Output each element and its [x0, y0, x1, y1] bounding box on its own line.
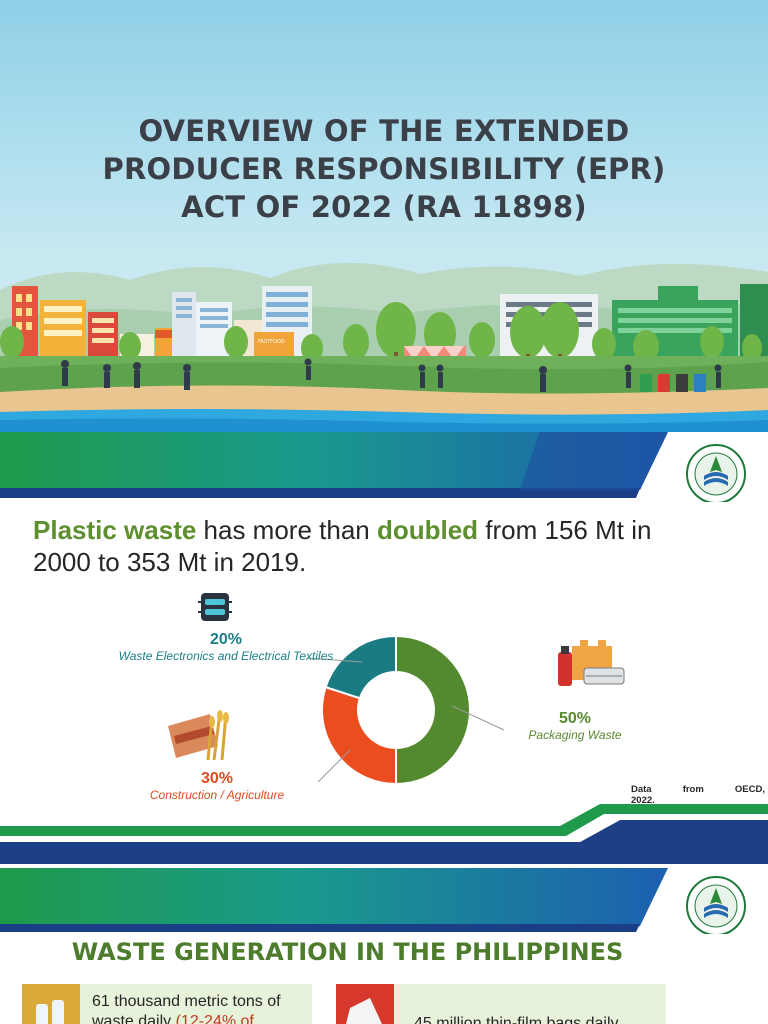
- title-line-2: PRODUCER RESPONSIBILITY (EPR): [102, 152, 666, 186]
- banner-graphic: [0, 432, 768, 502]
- waste-generation-title: WASTE GENERATION IN THE PHILIPPINES: [71, 938, 624, 966]
- title-line-3: ACT OF 2022 (RA 11898): [181, 190, 587, 224]
- headline-doubled: doubled: [376, 515, 479, 545]
- cement-wheat-icon: [168, 710, 229, 761]
- plastic-bag-icon: [336, 984, 394, 1024]
- bottles-icon: [22, 984, 80, 1024]
- headline-text-2: from 156 Mt in 2000 to 353 Mt in 2019.: [33, 515, 652, 577]
- packaging-percent: 50%: [558, 710, 592, 727]
- denr-seal-logo: [686, 444, 746, 502]
- packaging-label: Packaging Waste: [528, 728, 622, 742]
- film-bags-text: 45 million thin-film bags daily: [414, 1015, 619, 1024]
- slide-header-banner: [0, 432, 768, 502]
- construction-label: Construction / Agriculture: [149, 788, 285, 802]
- daily-waste-text: 61 thousand metric tons of waste daily (…: [92, 992, 281, 1024]
- fastfood-sign: FASTFOOD: [258, 339, 285, 345]
- waste-share-donut-chart: [307, 634, 505, 786]
- data-source-note: Data from OECD, 2022.: [631, 784, 765, 806]
- leader-line-packaging: [451, 705, 505, 731]
- title-slide: OVERVIEW OF THE EXTENDED PRODUCER RESPON…: [0, 0, 768, 432]
- donut-slice-waste-electronics-and-electrical-textiles: [324, 634, 397, 700]
- slide-title: OVERVIEW OF THE EXTENDED PRODUCER RESPON…: [0, 112, 768, 226]
- footer-stripes: [0, 804, 768, 864]
- electronics-chip-icon: [198, 593, 232, 621]
- leader-line-electronics: [307, 657, 363, 663]
- donut-slice-construction-agriculture: [321, 685, 397, 786]
- film-bags-card: 45 million thin-film bags daily: [336, 984, 666, 1024]
- source-word-1: Data: [631, 784, 652, 795]
- plastic-waste-headline: Plastic waste has more than doubled from…: [33, 514, 653, 578]
- title-line-1: OVERVIEW OF THE EXTENDED: [138, 114, 630, 148]
- packaging-icon: [558, 640, 625, 686]
- waste-generation-slide: WASTE GENERATION IN THE PHILIPPINES 61 t…: [0, 864, 768, 1024]
- category-packaging: 50% Packaging Waste: [512, 710, 638, 743]
- denr-seal-logo-2: [686, 876, 746, 934]
- headline-text-1: has more than: [196, 515, 377, 545]
- donut-slice-packaging-waste: [395, 634, 471, 786]
- source-year: 2022.: [631, 795, 655, 806]
- daily-waste-line-1: 61 thousand metric tons of: [92, 993, 281, 1010]
- source-word-2: from: [682, 784, 704, 795]
- electronics-percent: 20%: [209, 631, 243, 648]
- category-construction: 30% Construction / Agriculture: [132, 770, 302, 803]
- banner-graphic-2: [0, 864, 768, 934]
- daily-waste-highlight: (12-24% of: [175, 1013, 254, 1024]
- city-park-illustration: FASTFOOD: [0, 262, 768, 432]
- daily-waste-card: 61 thousand metric tons of waste daily (…: [22, 984, 312, 1024]
- daily-waste-line-2: waste daily: [92, 1013, 176, 1024]
- category-electronics: 20% Waste Electronics and Electrical Tex…: [110, 631, 342, 664]
- leader-line-construction: [317, 749, 351, 783]
- electronics-label: Waste Electronics and Electrical Textile…: [118, 649, 334, 663]
- headline-plastic-waste: Plastic waste: [33, 515, 197, 545]
- source-word-3: OECD,: [734, 784, 765, 795]
- plastic-waste-slide: Plastic waste has more than doubled from…: [0, 432, 768, 864]
- construction-percent: 30%: [200, 770, 234, 787]
- slide3-header-banner: [0, 864, 768, 934]
